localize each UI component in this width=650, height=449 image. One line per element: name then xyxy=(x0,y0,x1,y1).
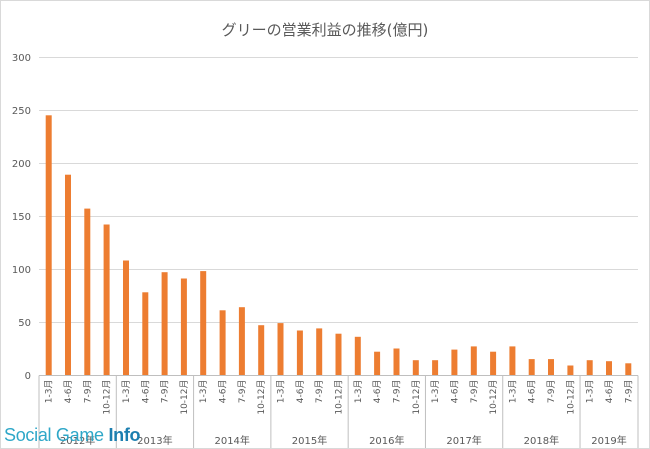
bar xyxy=(393,348,400,375)
bar xyxy=(586,360,593,375)
bar xyxy=(296,330,303,375)
x-group-label: 2016年 xyxy=(369,434,404,447)
bar xyxy=(180,278,187,375)
x-tick-label: 10-12月 xyxy=(179,380,190,415)
bars xyxy=(45,115,632,376)
x-tick-label: 4-6月 xyxy=(295,380,306,404)
bar xyxy=(200,271,207,375)
bar xyxy=(567,365,574,375)
x-tick-label: 1-3月 xyxy=(353,380,364,404)
x-group-label: 2018年 xyxy=(524,434,559,447)
x-tick-label: 4-6月 xyxy=(218,380,229,404)
x-group-label: 2019年 xyxy=(591,434,626,447)
x-tick-label: 10-12月 xyxy=(565,380,576,415)
x-group-label: 2017年 xyxy=(446,434,481,447)
y-tick-label: 200 xyxy=(12,159,31,170)
x-tick-label: 4-6月 xyxy=(604,380,615,404)
x-group-label: 2014年 xyxy=(214,434,249,447)
x-tick-label: 10-12月 xyxy=(411,380,422,415)
x-tick-label: 7-9月 xyxy=(469,380,480,404)
x-group-label: 2015年 xyxy=(292,434,327,447)
x-tick-label: 1-3月 xyxy=(507,380,518,404)
x-tick-label: 10-12月 xyxy=(488,380,499,415)
x-tick-label: 1-3月 xyxy=(430,380,441,404)
x-tick-label: 4-6月 xyxy=(527,380,538,404)
bar xyxy=(354,336,361,375)
x-tick-label: 7-9月 xyxy=(623,380,634,404)
bar xyxy=(219,310,226,375)
x-tick-label: 10-12月 xyxy=(334,380,345,415)
bar xyxy=(161,272,168,375)
x-tick-label: 4-6月 xyxy=(372,380,383,404)
bar xyxy=(258,325,265,375)
x-tick-label: 4-6月 xyxy=(63,380,74,404)
y-tick-label: 250 xyxy=(12,106,31,117)
y-tick-label: 0 xyxy=(25,371,31,382)
bar xyxy=(625,363,632,375)
bar xyxy=(123,260,129,375)
x-tick-label: 7-9月 xyxy=(392,380,403,404)
x-tick-label: 1-3月 xyxy=(585,380,596,404)
x-tick-label: 7-9月 xyxy=(160,380,171,404)
grid: 0 50 100 150 200 250 300 xyxy=(12,53,638,382)
x-tick-label: 1-3月 xyxy=(44,380,55,404)
x-tick-label: 10-12月 xyxy=(256,380,267,415)
watermark-text-social-game: Social Game xyxy=(4,425,104,445)
y-tick-label: 100 xyxy=(12,265,31,276)
chart-title: グリーの営業利益の推移(億円) xyxy=(222,21,429,39)
x-tick-label: 7-9月 xyxy=(314,380,325,404)
bar xyxy=(509,346,516,375)
x-tick-label: 7-9月 xyxy=(237,380,248,404)
bar xyxy=(548,359,554,375)
bar xyxy=(316,328,323,375)
x-axis: 1-3月 4-6月 7-9月 10-12月 1-3月 4-6月 7-9月 10-12月 1-3月… xyxy=(38,375,639,448)
bar xyxy=(335,333,342,375)
x-tick-label: 1-3月 xyxy=(121,380,132,404)
x-tick-label: 7-9月 xyxy=(82,380,93,404)
y-tick-label: 300 xyxy=(12,53,31,64)
x-tick-label: 1-3月 xyxy=(198,380,209,404)
bar xyxy=(374,351,381,375)
bar xyxy=(103,224,110,375)
x-group-label: 2012年 xyxy=(60,434,95,447)
x-tick-label: 1-3月 xyxy=(276,380,287,404)
bar xyxy=(451,349,458,375)
bar xyxy=(490,351,497,375)
bar xyxy=(142,292,149,375)
watermark-logo: Social Game Info xyxy=(4,425,141,446)
x-group-label: 2013年 xyxy=(137,434,172,447)
x-tick-label: 4-6月 xyxy=(449,380,460,404)
bar xyxy=(45,115,52,376)
bar xyxy=(84,208,91,375)
x-tick-label: 10-12月 xyxy=(102,380,113,415)
bar xyxy=(606,361,612,375)
x-tick-label: 4-6月 xyxy=(140,380,151,404)
bar xyxy=(412,360,419,375)
y-tick-label: 50 xyxy=(18,318,31,329)
watermark-text-info: Info xyxy=(108,425,141,445)
bar xyxy=(470,346,477,375)
x-tick-label: 7-9月 xyxy=(546,380,557,404)
y-tick-label: 150 xyxy=(12,212,31,223)
bar xyxy=(238,307,245,375)
bar xyxy=(65,174,71,375)
bar xyxy=(528,359,535,375)
bar xyxy=(277,323,284,375)
bar xyxy=(432,360,439,375)
